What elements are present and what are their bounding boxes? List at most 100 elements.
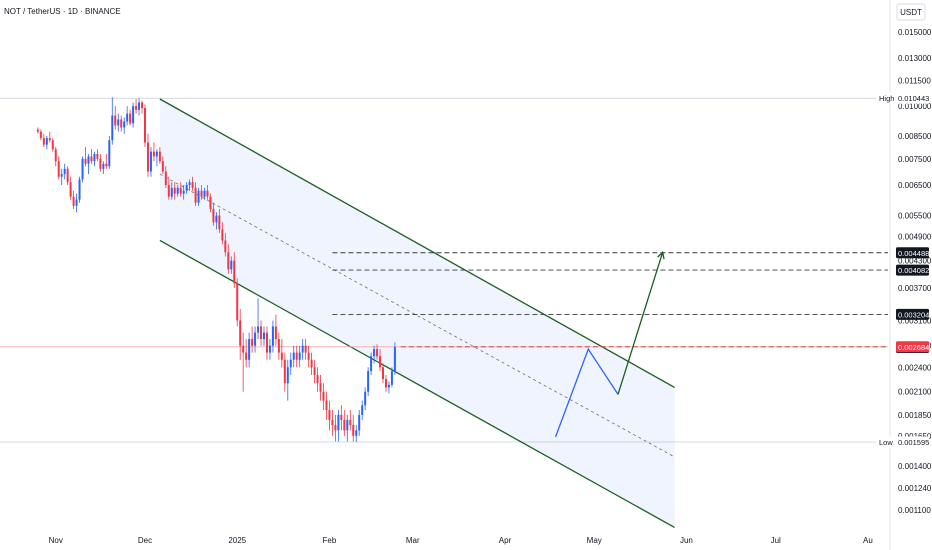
candle bbox=[132, 102, 135, 128]
candle bbox=[328, 400, 331, 431]
level-tag bbox=[896, 247, 929, 259]
time-axis[interactable]: Nov Dec 2025 Feb Mar Apr May Jun Jul Au bbox=[49, 536, 873, 545]
projection-arrow-head bbox=[657, 250, 665, 260]
candle bbox=[271, 320, 274, 353]
candle bbox=[221, 222, 224, 245]
wave-path[interactable] bbox=[554, 347, 619, 438]
current-price-tag bbox=[896, 341, 929, 353]
candle bbox=[304, 339, 307, 360]
candle bbox=[265, 326, 268, 360]
candle bbox=[158, 147, 161, 164]
price-tick-label: 0.003700 bbox=[898, 284, 932, 293]
candle bbox=[274, 314, 277, 346]
candle bbox=[370, 352, 373, 376]
candle bbox=[352, 414, 355, 442]
candle bbox=[215, 212, 218, 230]
candle bbox=[283, 352, 286, 392]
channel-upper-line[interactable] bbox=[159, 98, 675, 388]
candle bbox=[382, 363, 384, 384]
projection-arrow-line[interactable] bbox=[617, 252, 664, 395]
candle bbox=[331, 410, 334, 436]
candle bbox=[212, 202, 215, 226]
candle bbox=[257, 298, 260, 340]
high-label: High bbox=[879, 94, 894, 103]
price-tick-label: 0.004300 bbox=[898, 257, 932, 266]
level-tag bbox=[896, 264, 929, 276]
projection-path bbox=[554, 250, 665, 438]
price-tick-label: 0.011500 bbox=[898, 77, 931, 86]
candle bbox=[93, 151, 96, 167]
candle bbox=[206, 184, 209, 200]
candle bbox=[343, 410, 346, 436]
candle bbox=[254, 326, 257, 353]
price-tick-label: 0.003100 bbox=[898, 316, 932, 325]
time-tick-label: Nov bbox=[49, 536, 63, 545]
candle bbox=[51, 138, 54, 152]
candle bbox=[105, 153, 108, 169]
candle bbox=[188, 179, 191, 191]
candle bbox=[179, 182, 182, 197]
currency-button[interactable]: USDT bbox=[896, 3, 926, 21]
candle bbox=[310, 352, 313, 376]
price-tick-label: 0.002400 bbox=[898, 363, 932, 372]
candle bbox=[135, 99, 138, 114]
level-value: 0.003204 bbox=[898, 310, 929, 319]
candle bbox=[167, 176, 170, 200]
channel-mid-line bbox=[159, 173, 675, 458]
candle bbox=[54, 147, 57, 167]
candle bbox=[242, 332, 245, 392]
candle bbox=[230, 256, 233, 274]
candle bbox=[197, 187, 200, 206]
candle bbox=[387, 381, 390, 394]
time-tick-label: 2025 bbox=[228, 536, 246, 545]
candle bbox=[176, 184, 179, 197]
candle bbox=[194, 182, 197, 206]
high-value: 0.010443 bbox=[898, 94, 929, 103]
candle bbox=[277, 332, 280, 360]
target-levels bbox=[0, 252, 888, 348]
candle bbox=[260, 320, 263, 346]
level-value: 0.004488 bbox=[898, 249, 929, 258]
candle bbox=[390, 367, 393, 388]
candle bbox=[60, 168, 63, 185]
candle bbox=[307, 345, 310, 368]
candle bbox=[48, 131, 51, 143]
candle bbox=[155, 149, 158, 167]
candle bbox=[239, 309, 242, 360]
candle bbox=[298, 345, 301, 368]
chart-title: NOT / TetherUS · 1D · BINANCE bbox=[4, 7, 121, 16]
high-tag bbox=[876, 92, 929, 104]
candle bbox=[129, 109, 132, 126]
candle bbox=[367, 367, 370, 397]
candle bbox=[99, 153, 102, 172]
price-tick-label: 0.007500 bbox=[898, 155, 932, 164]
candle bbox=[286, 359, 289, 401]
candle bbox=[69, 176, 72, 200]
price-tick-label: 0.001100 bbox=[898, 506, 931, 515]
candlestick-series bbox=[36, 97, 396, 443]
time-tick-label: Jun bbox=[680, 536, 693, 545]
candle bbox=[245, 339, 248, 368]
candle bbox=[340, 405, 343, 431]
low-value: 0.001595 bbox=[898, 438, 929, 447]
candle bbox=[111, 97, 114, 145]
candle bbox=[236, 278, 239, 327]
candle bbox=[72, 190, 75, 210]
candle bbox=[224, 232, 227, 257]
candle bbox=[227, 244, 230, 274]
time-tick-label: Apr bbox=[499, 536, 512, 545]
channel-lower-line[interactable] bbox=[159, 239, 675, 529]
candle bbox=[346, 414, 349, 442]
candle bbox=[203, 187, 206, 200]
price-tick-label: 0.001240 bbox=[898, 484, 932, 493]
candle bbox=[313, 359, 316, 384]
candle bbox=[164, 166, 167, 188]
price-tick-label: 0.005500 bbox=[898, 212, 932, 221]
candle bbox=[233, 252, 236, 289]
price-tick-label: 0.013000 bbox=[898, 54, 932, 63]
price-tick-label: 0.015000 bbox=[898, 28, 932, 37]
candle bbox=[173, 182, 176, 200]
candle bbox=[292, 345, 295, 368]
